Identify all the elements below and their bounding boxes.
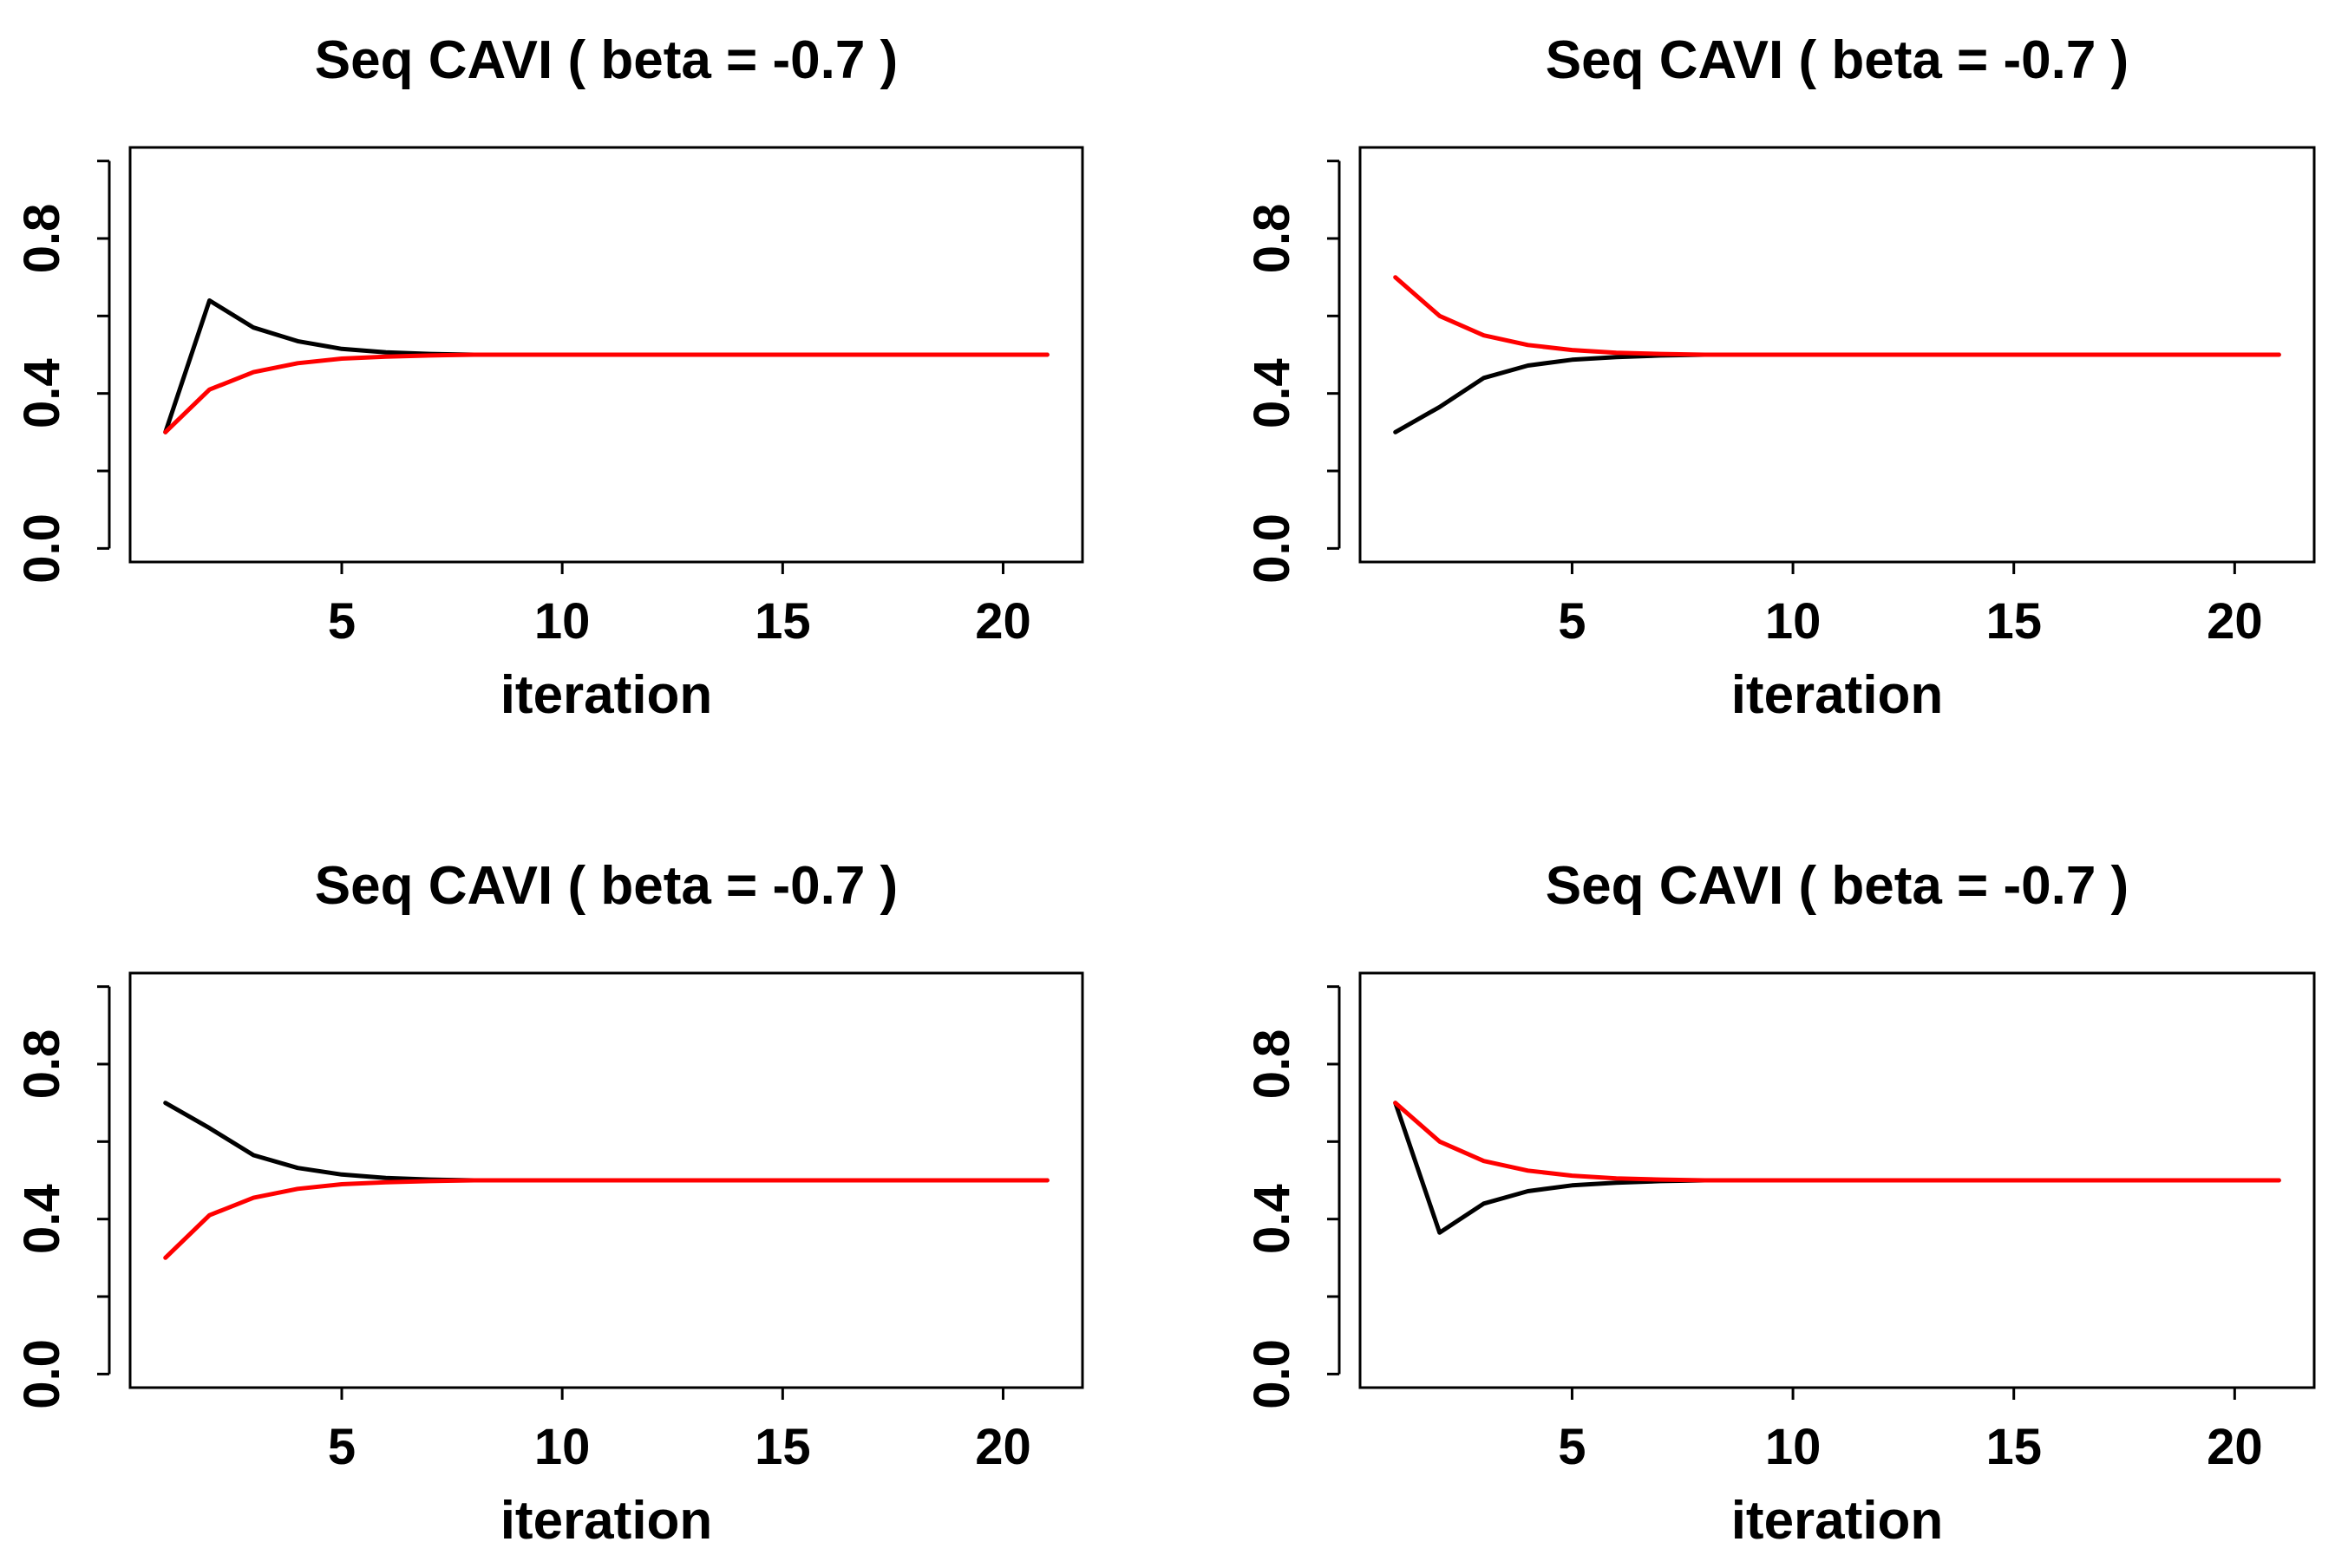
y-tick-label: 0.0: [14, 1339, 70, 1409]
x-axis-label: iteration: [500, 1491, 713, 1551]
y-tick-label: 0.4: [14, 1184, 70, 1254]
y-tick-label: 0.4: [1244, 358, 1300, 428]
x-tick-label: 5: [1558, 593, 1586, 650]
series-line-red: [163, 1178, 1050, 1260]
y-tick-label: 0.0: [14, 513, 70, 584]
x-tick-label: 20: [975, 593, 1031, 650]
y-tick-label: 0.0: [1244, 1339, 1300, 1409]
chart-title: Seq CAVI ( beta = -0.7 ): [315, 30, 898, 90]
series-line-red: [1393, 275, 2281, 357]
x-tick-label: 20: [975, 1419, 1031, 1475]
chart-panel-4: Seq CAVI ( beta = -0.7 ) 5 10 15 20 iteration…: [1244, 856, 2316, 1551]
x-tick-label: 5: [328, 593, 356, 650]
y-tick-label: 0.4: [1244, 1184, 1300, 1254]
y-tick-label: 0.8: [1244, 1029, 1300, 1100]
x-axis-label: iteration: [1731, 1491, 1944, 1551]
chart-title: Seq CAVI ( beta = -0.7 ): [315, 856, 898, 916]
series-line-red: [163, 352, 1050, 434]
x-tick-label: 20: [2207, 593, 2263, 650]
x-tick-label: 15: [755, 1419, 811, 1475]
x-tick-label: 15: [1985, 593, 2042, 650]
y-tick-label: 0.0: [1244, 513, 1300, 584]
x-tick-label: 10: [534, 593, 591, 650]
series-line-black: [1393, 1101, 2281, 1235]
series-line-black: [163, 1101, 1050, 1183]
x-tick-label: 5: [1558, 1419, 1586, 1475]
series-line-black: [163, 298, 1050, 434]
chart-title: Seq CAVI ( beta = -0.7 ): [1546, 30, 2129, 90]
x-tick-label: 10: [1765, 593, 1822, 650]
y-tick-label: 0.4: [14, 358, 70, 428]
y-tick-label: 0.8: [14, 1029, 70, 1100]
x-tick-label: 15: [755, 593, 811, 650]
x-tick-label: 20: [2207, 1419, 2263, 1475]
x-tick-label: 10: [534, 1419, 591, 1475]
x-tick-label: 15: [1985, 1419, 2042, 1475]
y-tick-label: 0.8: [14, 204, 70, 274]
chart-title: Seq CAVI ( beta = -0.7 ): [1546, 856, 2129, 916]
x-axis-label: iteration: [1731, 665, 1944, 725]
series-line-black: [1393, 352, 2281, 434]
chart-panel-3: Seq CAVI ( beta = -0.7 ) 5 10 15 20 iteration…: [14, 856, 1084, 1551]
series-line-red: [1393, 1101, 2281, 1183]
x-tick-label: 10: [1765, 1419, 1822, 1475]
chart-panel-1: Seq CAVI ( beta = -0.7 ) 5 10 15 20 iteration…: [14, 30, 1084, 725]
x-axis-label: iteration: [500, 665, 713, 725]
x-tick-label: 5: [328, 1419, 356, 1475]
y-tick-label: 0.8: [1244, 204, 1300, 274]
chart-panel-2: Seq CAVI ( beta = -0.7 ) 5 10 15 20 iteration…: [1244, 30, 2316, 725]
